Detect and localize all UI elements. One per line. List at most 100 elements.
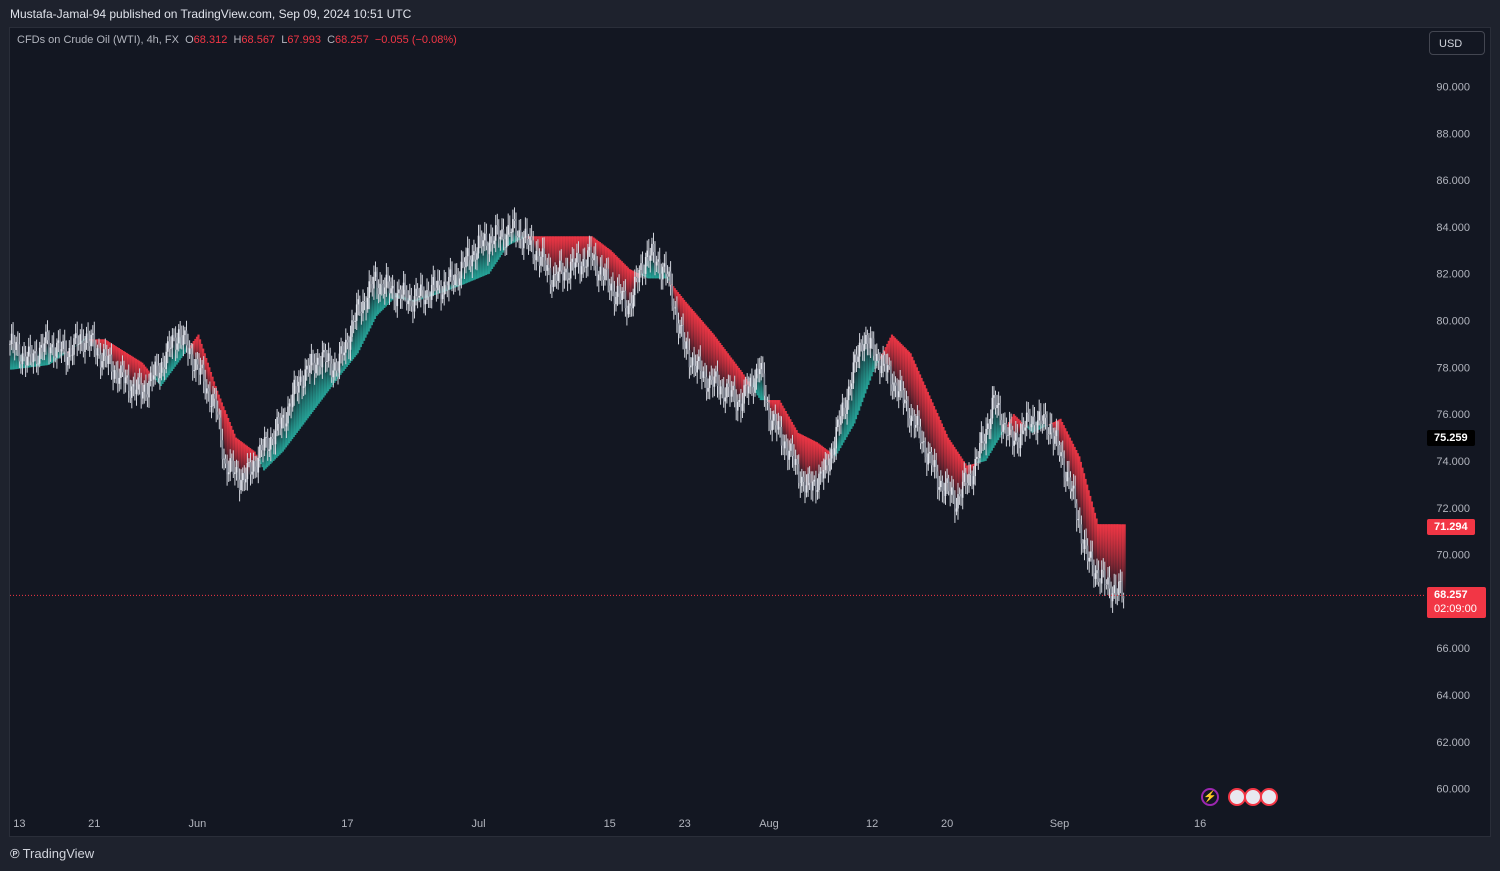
candle-body bbox=[776, 425, 778, 430]
candle-body bbox=[84, 343, 86, 352]
price-axis[interactable]: 92.00090.00088.00086.00084.00082.00080.0… bbox=[1436, 35, 1470, 796]
candle-body bbox=[107, 355, 110, 364]
trend-band-slice bbox=[959, 456, 962, 495]
trend-band-slice bbox=[947, 437, 950, 491]
candle-body bbox=[315, 364, 317, 374]
candle-body bbox=[868, 343, 870, 349]
candle-body bbox=[630, 303, 633, 309]
lightning-icon[interactable]: ⚡ bbox=[1201, 788, 1219, 806]
candle-body bbox=[57, 340, 60, 343]
trend-band-slice bbox=[765, 398, 769, 401]
tradingview-logo[interactable]: ℗ TradingView bbox=[10, 846, 94, 861]
trend-band-slice bbox=[961, 458, 964, 492]
candle-body bbox=[532, 240, 534, 258]
candle-body bbox=[387, 274, 389, 282]
candle-body bbox=[861, 345, 864, 351]
candle-body bbox=[765, 395, 767, 402]
candle-body bbox=[199, 368, 202, 375]
trend-band-slice bbox=[1018, 420, 1022, 435]
trend-band-slice bbox=[437, 287, 441, 294]
candle-body bbox=[722, 388, 725, 402]
candle-body bbox=[766, 402, 769, 403]
trend-band-slice bbox=[787, 416, 790, 450]
candle-body bbox=[826, 459, 828, 466]
candle-body bbox=[896, 385, 898, 398]
trend-band-slice bbox=[733, 361, 736, 397]
candle-body bbox=[398, 289, 400, 294]
candle-body bbox=[295, 379, 297, 386]
trend-band-slice bbox=[472, 254, 475, 281]
candle-body bbox=[376, 271, 378, 288]
candle-body bbox=[454, 274, 456, 285]
candle-body bbox=[515, 220, 517, 236]
candle-body bbox=[391, 285, 394, 289]
chart-frame[interactable] bbox=[9, 27, 1491, 837]
candle-body bbox=[829, 458, 831, 472]
trend-band-slice bbox=[1118, 524, 1122, 592]
us-flag-icon[interactable] bbox=[1260, 788, 1278, 806]
candle-body bbox=[135, 389, 138, 395]
candle-body bbox=[20, 361, 22, 365]
candle-body bbox=[1046, 417, 1048, 435]
currency-button[interactable]: USD bbox=[1429, 31, 1485, 55]
price-axis-tick-label: 60.000 bbox=[1436, 784, 1470, 796]
trend-band-slice bbox=[1109, 524, 1112, 587]
symbol-legend[interactable]: CFDs on Crude Oil (WTI), 4h, FX O68.312 … bbox=[17, 34, 457, 46]
trend-band-slice bbox=[209, 372, 213, 396]
trend-band-slice bbox=[300, 379, 303, 427]
trend-band-slice bbox=[484, 242, 487, 275]
trend-band-slice bbox=[625, 265, 628, 303]
price-axis-tick-label: 84.000 bbox=[1436, 222, 1470, 234]
candle-body bbox=[241, 473, 244, 481]
candle-body bbox=[768, 402, 770, 420]
candle-body bbox=[577, 252, 580, 263]
trend-band-slice bbox=[900, 343, 903, 393]
candle-body bbox=[401, 294, 403, 299]
candle-body bbox=[79, 334, 82, 344]
trend-band-slice bbox=[500, 235, 503, 255]
candle-body bbox=[87, 333, 89, 342]
candle-body bbox=[608, 285, 611, 291]
candle-body bbox=[782, 445, 784, 449]
time-axis[interactable]: 13 21 Jun 17 Jul 15 23 Aug 12 20 Sep 16 bbox=[13, 818, 1206, 830]
trend-band-slice bbox=[892, 336, 895, 381]
candle-body bbox=[840, 416, 842, 425]
candle-body bbox=[660, 273, 663, 280]
candle-body bbox=[448, 277, 450, 290]
candle-body bbox=[12, 333, 14, 344]
trend-band-slice bbox=[703, 323, 706, 377]
trend-band-slice bbox=[630, 269, 633, 302]
trend-band-slice bbox=[612, 253, 616, 289]
trend-band-slice bbox=[853, 372, 856, 424]
candle-body bbox=[911, 415, 914, 417]
candle-body bbox=[546, 265, 549, 271]
trend-band-slice bbox=[1026, 424, 1029, 429]
candle-body bbox=[271, 436, 274, 439]
candle-body bbox=[484, 233, 486, 241]
trend-band-slice bbox=[199, 339, 202, 371]
candle-body bbox=[780, 426, 783, 446]
candle-body bbox=[635, 276, 638, 279]
candle-body bbox=[469, 259, 472, 267]
candle-body bbox=[43, 343, 46, 352]
trend-band-slice bbox=[361, 305, 364, 344]
trend-band-slice bbox=[1006, 424, 1009, 429]
trend-band-slice bbox=[516, 229, 519, 241]
trend-band-slice bbox=[573, 236, 576, 266]
candle-body bbox=[986, 423, 989, 429]
candle-body bbox=[196, 359, 199, 365]
trend-band-slice bbox=[865, 341, 869, 390]
candle-body bbox=[924, 441, 926, 457]
price-candles bbox=[9, 207, 1125, 613]
trend-band-slice bbox=[725, 351, 728, 391]
candle-body bbox=[705, 376, 708, 392]
candle-body bbox=[379, 283, 381, 295]
trend-band-slice bbox=[555, 236, 558, 278]
trend-band-slice bbox=[722, 347, 725, 389]
trend-band-slice bbox=[172, 343, 175, 369]
trend-band-slice bbox=[789, 419, 792, 453]
candle-body bbox=[777, 421, 780, 430]
candle-body bbox=[285, 423, 288, 427]
candle-body bbox=[1105, 584, 1108, 585]
